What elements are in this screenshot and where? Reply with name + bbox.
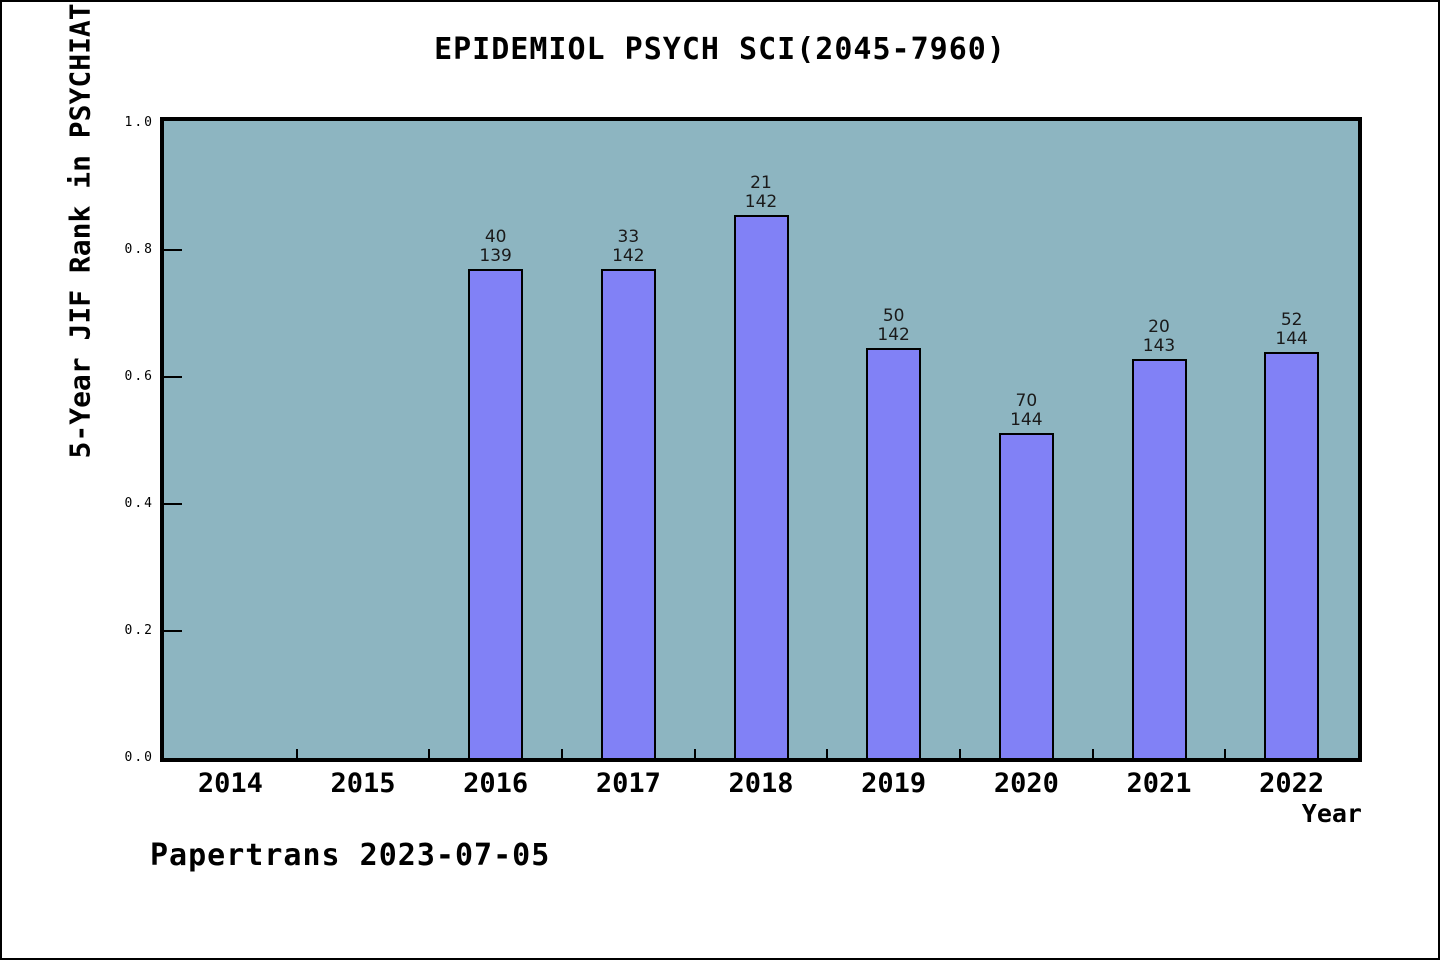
x-minor-tick <box>1224 749 1227 758</box>
y-axis-label: 5-Year JIF Rank in PSYCHIATRY <box>63 0 97 459</box>
x-tick-label: 2016 <box>463 768 529 799</box>
bar-2020 <box>998 432 1054 758</box>
watermark-text: Papertrans 2023-07-05 <box>150 838 551 873</box>
x-minor-tick <box>826 749 829 758</box>
y-tick-mark <box>164 249 182 251</box>
chart-title: EPIDEMIOL PSYCH SCI(2045-7960) <box>434 32 1006 67</box>
bar-2021 <box>1131 359 1187 758</box>
bar-total: 142 <box>744 192 778 213</box>
bar-rank: 40 <box>484 227 507 248</box>
x-tick-label: 2018 <box>728 768 794 799</box>
bar-rank: 21 <box>750 173 772 194</box>
x-tick-label: 2022 <box>1259 768 1325 799</box>
bar-rank: 33 <box>617 227 640 248</box>
plot-canvas: 40 139 33 142 21 142 50 142 70 144 20 143 52 144 <box>164 121 1358 758</box>
y-tick-mark <box>164 376 182 378</box>
bar-annotation-2016: 40 139 <box>436 228 556 266</box>
x-minor-tick <box>428 749 431 758</box>
x-tick-label: 2019 <box>861 768 927 799</box>
bar-total: 142 <box>877 325 910 346</box>
bar-annotation-2021: 20 143 <box>1099 318 1219 356</box>
bar-2019 <box>866 348 922 758</box>
bar-total: 142 <box>612 246 645 267</box>
bar-2022 <box>1264 351 1320 758</box>
bar-2017 <box>600 269 656 758</box>
y-tick-mark <box>164 630 182 632</box>
bar-annotation-2019: 50 142 <box>834 307 954 345</box>
y-tick-label: 0.2 <box>124 623 154 638</box>
x-tick-label: 2017 <box>595 768 661 799</box>
y-tick-label: 0.6 <box>124 369 154 384</box>
x-minor-tick <box>1091 749 1094 758</box>
x-tick-label: 2020 <box>993 768 1059 799</box>
y-tick-label: 0.8 <box>124 242 154 257</box>
bar-2018 <box>733 215 789 758</box>
y-tick-label: 0.0 <box>124 750 154 765</box>
x-minor-tick <box>561 749 563 758</box>
bar-total: 144 <box>1010 409 1043 430</box>
y-tick-label: 0.4 <box>124 496 154 511</box>
x-tick-label: 2021 <box>1126 768 1192 799</box>
bar-annotation-2020: 70 144 <box>966 390 1086 430</box>
bar-rank: 52 <box>1280 309 1303 330</box>
bar-annotation-2022: 52 144 <box>1232 309 1352 349</box>
bar-annotation-2018: 21 142 <box>701 174 821 212</box>
bar-rank: 70 <box>1015 390 1038 411</box>
x-tick-label: 2015 <box>330 768 396 799</box>
bar-total: 143 <box>1142 336 1176 357</box>
bar-rank: 50 <box>882 306 905 327</box>
x-minor-tick <box>295 749 298 758</box>
bar-annotation-2017: 33 142 <box>568 228 688 266</box>
x-tick-label: 2014 <box>197 768 263 799</box>
bar-total: 139 <box>479 246 512 267</box>
bar-rank: 20 <box>1148 317 1170 338</box>
y-tick-label: 1.0 <box>124 115 154 130</box>
x-minor-tick <box>693 749 696 758</box>
bar-total: 144 <box>1275 328 1308 349</box>
bar-2016 <box>468 269 524 758</box>
y-tick-mark <box>164 503 182 505</box>
plot-area: 40 139 33 142 21 142 50 142 70 144 20 143 52 144 <box>160 117 1362 762</box>
x-minor-tick <box>959 749 961 758</box>
x-axis-label: Year <box>1301 799 1362 828</box>
